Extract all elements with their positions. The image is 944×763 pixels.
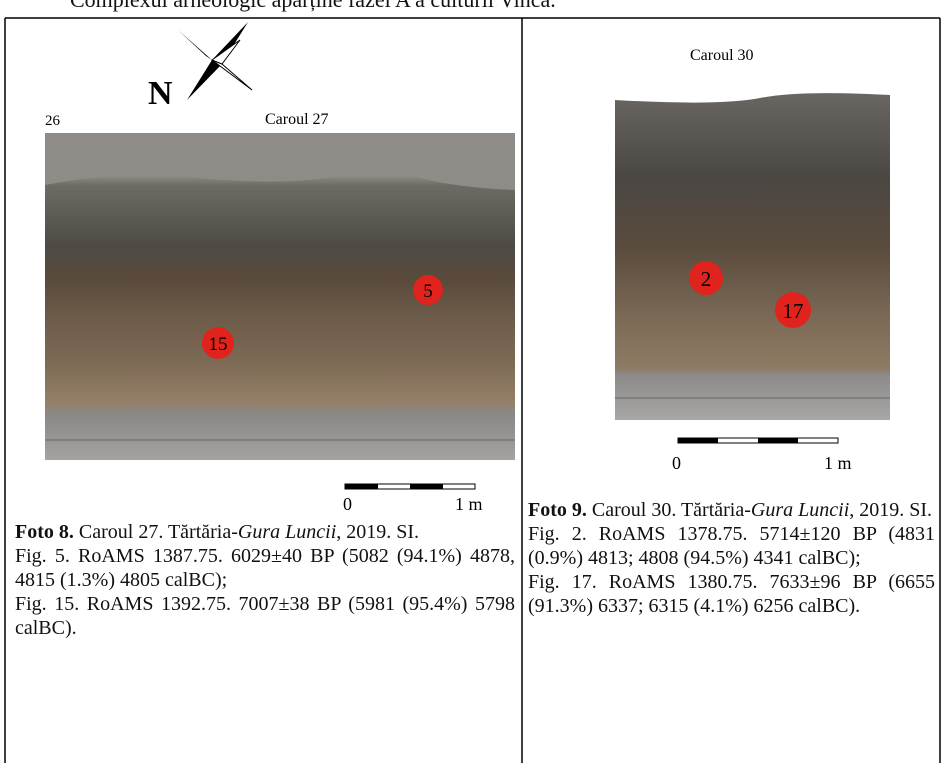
- caption-title: Foto 8. Caroul 27. Tărtăria-Gura Luncii,…: [15, 520, 515, 544]
- marker: [775, 292, 811, 328]
- header-text: Complexul arheologic aparține fazei A a …: [70, 0, 556, 13]
- photo-sky: [45, 133, 515, 190]
- caption-label: Foto 9.: [528, 499, 587, 521]
- caption-title: Foto 9. Caroul 30. Tărtăria-Gura Luncii,…: [528, 498, 935, 522]
- photo-edge: [615, 75, 890, 103]
- scale-bar: [677, 437, 839, 444]
- marker: [689, 261, 723, 295]
- scale-start: 0: [343, 494, 352, 514]
- caption: Foto 9. Caroul 30. Tărtăria-Gura Luncii,…: [528, 498, 935, 618]
- caption-italic: Gura Luncii: [750, 499, 850, 521]
- marker-label: 15: [209, 334, 228, 355]
- photo: [615, 75, 890, 420]
- caption-line: Fig. 15. RoAMS 1392.75. 7007±38 BP (5981…: [15, 593, 515, 639]
- marker-label: 5: [423, 281, 433, 302]
- compass-label: N: [148, 75, 173, 112]
- marker: [413, 275, 443, 305]
- caption-text: Caroul 27. Tărtăria-: [78, 521, 238, 543]
- photo-title: Caroul 30: [690, 47, 754, 64]
- caption-line: Fig. 5. RoAMS 1387.75. 6029±40 BP (5082 …: [15, 545, 515, 591]
- compass: [178, 22, 253, 100]
- caption-text: , 2019. SI.: [849, 499, 933, 521]
- marker: [202, 327, 234, 359]
- scale-end: 1 m: [455, 494, 483, 514]
- caption-text: Caroul 30. Tărtăria-: [591, 499, 751, 521]
- scale-bar: [344, 483, 476, 490]
- corner-label: 26: [45, 113, 61, 129]
- scale-end: 1 m: [824, 453, 852, 473]
- marker-label: 2: [701, 267, 712, 291]
- scale-start: 0: [672, 453, 681, 473]
- caption: Foto 8. Caroul 27. Tărtăria-Gura Luncii,…: [15, 520, 515, 640]
- caption-line: Fig. 17. RoAMS 1380.75. 7633±96 BP (6655…: [528, 571, 935, 617]
- marker-label: 17: [783, 299, 804, 323]
- caption-label: Foto 8.: [15, 521, 74, 543]
- caption-italic: Gura Luncii: [237, 521, 337, 543]
- photo-title: Caroul 27: [265, 111, 329, 128]
- caption-text: , 2019. SI.: [336, 521, 420, 543]
- caption-line: Fig. 2. RoAMS 1378.75. 5714±120 BP (4831…: [528, 523, 935, 569]
